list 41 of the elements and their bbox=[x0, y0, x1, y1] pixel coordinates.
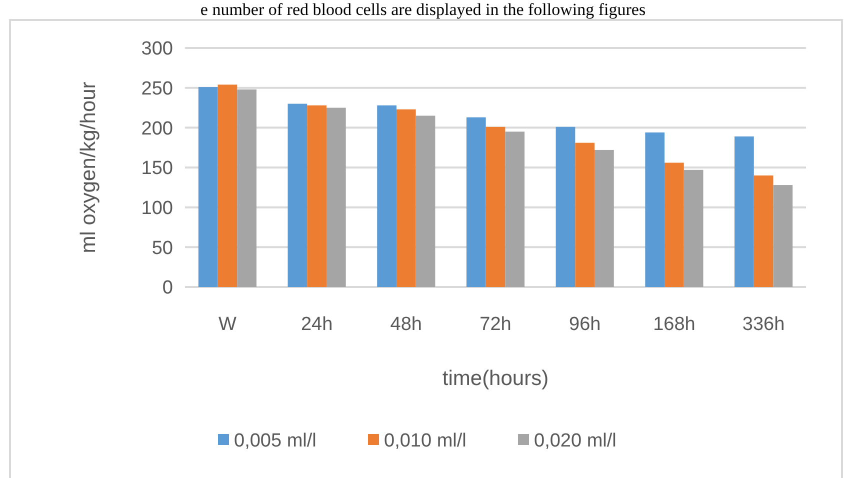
bar bbox=[754, 175, 774, 287]
y-tick-label: 100 bbox=[141, 198, 173, 219]
x-tick-label: 72h bbox=[480, 314, 512, 335]
bar bbox=[773, 185, 793, 287]
legend-label: 0,020 ml/l bbox=[534, 430, 616, 452]
x-tick-label: 168h bbox=[653, 314, 696, 335]
x-tick-label: W bbox=[218, 314, 236, 335]
bar bbox=[505, 132, 525, 287]
bar bbox=[684, 170, 704, 287]
bar bbox=[575, 142, 595, 287]
bar bbox=[218, 84, 238, 287]
bar bbox=[664, 162, 684, 287]
x-tick-label: 48h bbox=[390, 314, 422, 335]
bar bbox=[396, 109, 416, 287]
bar bbox=[237, 89, 256, 287]
bar bbox=[288, 104, 308, 287]
y-tick-label: 150 bbox=[141, 158, 173, 180]
bar bbox=[486, 126, 506, 287]
bar bbox=[416, 116, 436, 287]
bar bbox=[734, 136, 754, 287]
x-tick-label: 96h bbox=[569, 314, 601, 335]
y-tick-label: 250 bbox=[141, 78, 173, 100]
y-tick-label: 0 bbox=[162, 278, 173, 299]
y-tick-label: 200 bbox=[141, 118, 173, 140]
bar bbox=[307, 105, 326, 287]
bar bbox=[594, 150, 614, 287]
y-tick-label: 50 bbox=[152, 238, 173, 259]
bar bbox=[326, 108, 346, 287]
legend-label: 0,005 ml/l bbox=[234, 430, 316, 452]
x-tick-label: 24h bbox=[300, 314, 333, 335]
x-tick-label: 336h bbox=[742, 314, 785, 335]
y-axis-title: ml oxygen/kg/hour bbox=[77, 82, 100, 254]
bar bbox=[645, 132, 665, 287]
bar bbox=[198, 87, 218, 287]
y-tick-label: 300 bbox=[141, 38, 173, 60]
bar bbox=[556, 126, 576, 287]
x-axis-title: time(hours) bbox=[442, 367, 549, 390]
bar bbox=[466, 117, 486, 287]
text: e number of red blood cells are displayed in the following figures bbox=[200, 0, 646, 19]
legend-label: 0,010 ml/l bbox=[384, 430, 466, 452]
bar bbox=[377, 105, 396, 287]
